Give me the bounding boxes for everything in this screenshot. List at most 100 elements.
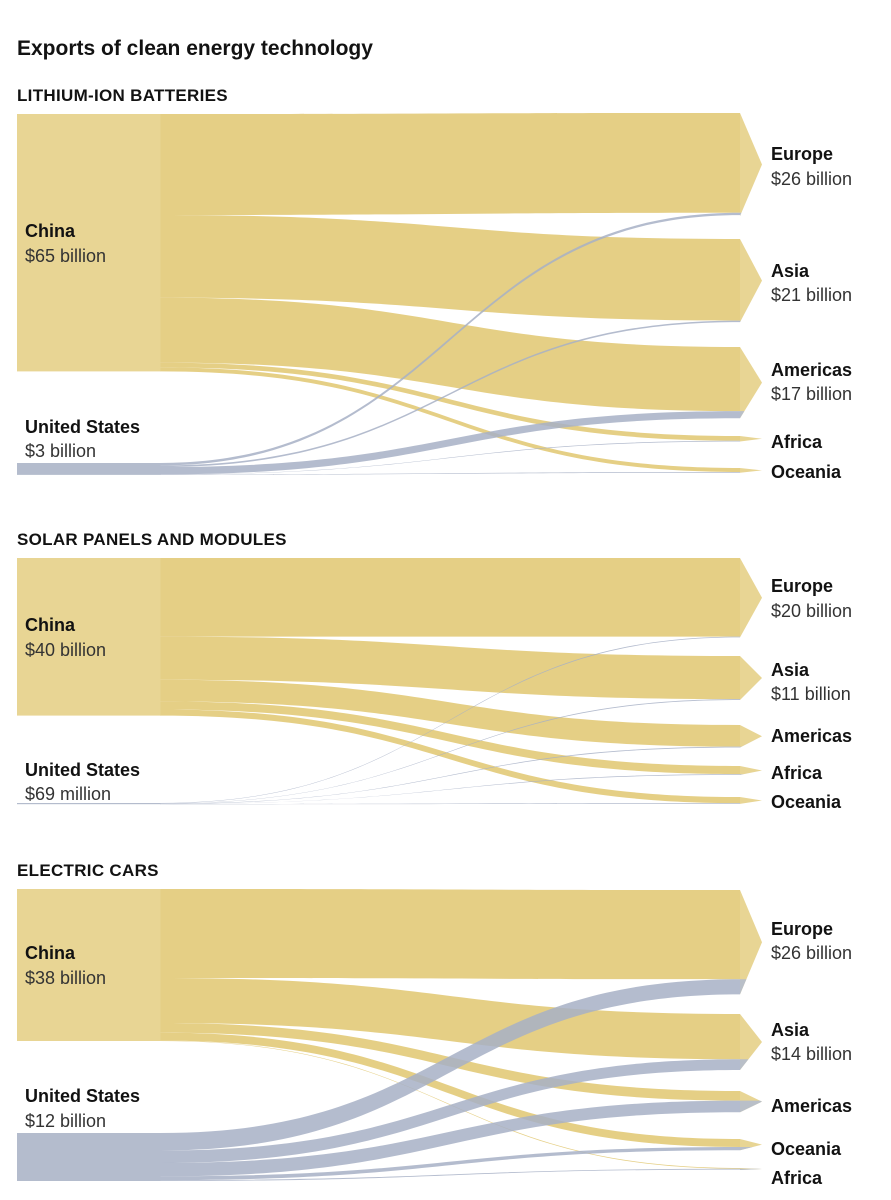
target-nodes (740, 113, 762, 473)
section-title: LITHIUM-ION BATTERIES (17, 86, 228, 105)
flow-united-states-to-oceania (160, 803, 740, 805)
target-arrow-us-part-africa (740, 770, 762, 775)
flow-united-states-to-africa (160, 1168, 740, 1181)
flow-china-to-africa (160, 1040, 740, 1169)
target-arrow-africa (740, 436, 762, 442)
source-value-united-states: $3 billion (25, 441, 96, 461)
target-label-americas: Americas (771, 1096, 852, 1116)
labels: China $40 billion United States $69 million… (25, 576, 852, 812)
target-arrow-oceania (740, 468, 762, 473)
target-arrow-us-part-africa (740, 1168, 762, 1170)
flows (160, 889, 740, 1181)
flow-china-to-europe (160, 113, 740, 216)
target-arrow-asia (740, 656, 762, 700)
target-value-europe: $26 billion (771, 169, 852, 189)
target-arrow-us-part-americas (740, 382, 762, 419)
source-label-united-states: United States (25, 760, 140, 780)
flow-united-states-to-europe (160, 979, 740, 1151)
flow-united-states-to-americas (160, 1100, 740, 1177)
section-electric-cars: ELECTRIC CARS China $38 billion United Stat… (17, 861, 852, 1188)
flow-china-to-africa (160, 701, 740, 775)
flow-china-to-europe (160, 889, 740, 980)
target-value-asia: $14 billion (771, 1044, 852, 1064)
target-value-europe: $20 billion (771, 601, 852, 621)
flow-china-to-oceania (160, 709, 740, 804)
source-value-united-states: $12 billion (25, 1111, 106, 1131)
target-arrow-africa (740, 766, 762, 775)
source-bar-united-states (17, 1133, 161, 1181)
target-arrow-americas (740, 725, 762, 748)
target-label-europe: Europe (771, 144, 833, 164)
flow-united-states-to-oceania (160, 1147, 740, 1181)
target-arrow-asia (740, 239, 762, 323)
flows (160, 558, 740, 805)
target-label-africa: Africa (771, 763, 823, 783)
target-nodes (740, 890, 762, 1170)
target-label-asia: Asia (771, 1020, 810, 1040)
target-arrow-us-part-europe (740, 164, 762, 216)
target-label-africa: Africa (771, 432, 823, 452)
target-label-americas: Americas (771, 726, 852, 746)
flow-china-to-asia (160, 636, 740, 700)
flow-united-states-to-oceania (160, 471, 740, 475)
source-value-china: $65 billion (25, 246, 106, 266)
source-bar-united-states (17, 463, 161, 475)
target-label-asia: Asia (771, 261, 810, 281)
target-value-asia: $11 billion (771, 684, 851, 704)
chart-sections: LITHIUM-ION BATTERIES China $65 billion Uni… (17, 86, 852, 1188)
source-nodes (17, 114, 161, 475)
section-lithium-ion-batteries: LITHIUM-ION BATTERIES China $65 billion Uni… (17, 86, 852, 482)
target-arrow-us-part-oceania (740, 1144, 762, 1151)
target-label-africa: Africa (771, 1168, 823, 1188)
source-value-china: $40 billion (25, 640, 106, 660)
flow-united-states-to-asia (160, 699, 740, 804)
section-title: SOLAR PANELS AND MODULES (17, 530, 287, 549)
source-label-united-states: United States (25, 417, 140, 437)
source-nodes (17, 889, 161, 1181)
source-bar-united-states (17, 803, 161, 805)
flow-china-to-africa (160, 362, 740, 441)
flow-united-states-to-africa (160, 440, 740, 475)
target-arrow-europe (740, 558, 762, 638)
flow-china-to-americas (160, 679, 740, 747)
section-title: ELECTRIC CARS (17, 861, 159, 880)
target-arrow-europe (740, 890, 762, 995)
target-arrow-americas (740, 347, 762, 419)
flow-china-to-oceania (160, 367, 740, 472)
target-value-europe: $26 billion (771, 943, 852, 963)
target-label-asia: Asia (771, 660, 810, 680)
source-bar-china (17, 114, 161, 372)
target-label-oceania: Oceania (771, 462, 842, 482)
flow-united-states-to-americas (160, 411, 740, 475)
flow-united-states-to-europe (160, 636, 740, 804)
flow-united-states-to-asia (160, 320, 740, 468)
flow-united-states-to-americas (160, 746, 740, 804)
labels: China $65 billion United States $3 billion E… (25, 144, 852, 482)
target-arrow-us-part-asia (740, 280, 762, 323)
flow-china-to-americas (160, 297, 740, 412)
target-arrow-us-part-americas (740, 1100, 762, 1113)
flows (160, 113, 740, 475)
target-value-americas: $17 billion (771, 384, 852, 404)
target-label-oceania: Oceania (771, 792, 842, 812)
source-nodes (17, 558, 161, 805)
target-value-asia: $21 billion (771, 285, 852, 305)
target-arrow-oceania (740, 797, 762, 804)
source-label-china: China (25, 615, 76, 635)
flow-united-states-to-asia (160, 1059, 740, 1163)
target-nodes (740, 558, 762, 804)
flow-china-to-europe (160, 558, 740, 637)
source-bar-china (17, 558, 161, 716)
source-label-china: China (25, 943, 76, 963)
chart-title: Exports of clean energy technology (17, 37, 373, 60)
flow-china-to-oceania (160, 1032, 740, 1147)
section-solar-panels-and-modules: SOLAR PANELS AND MODULES China $40 billion… (17, 530, 852, 812)
flow-united-states-to-africa (160, 774, 740, 805)
source-label-china: China (25, 221, 76, 241)
target-label-oceania: Oceania (771, 1139, 842, 1159)
labels: China $38 billion United States $12 billion… (25, 919, 852, 1188)
flow-united-states-to-europe (160, 212, 740, 466)
target-label-europe: Europe (771, 919, 833, 939)
